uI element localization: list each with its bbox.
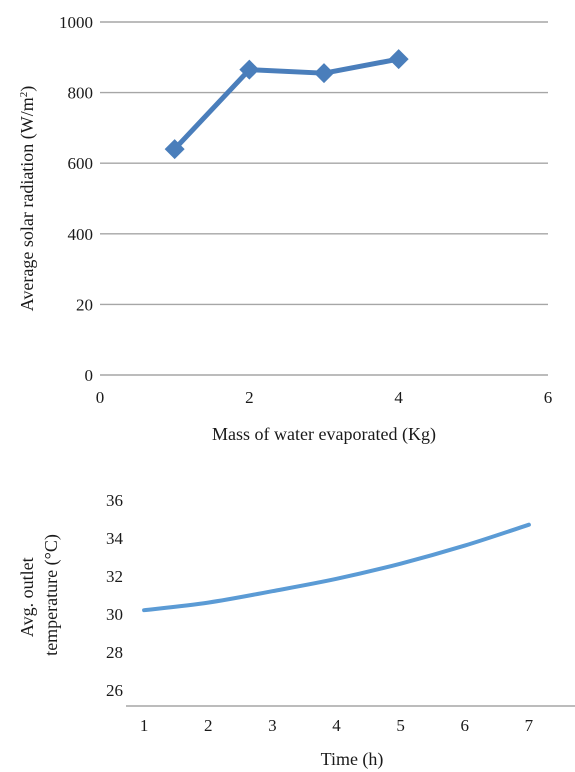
chart2-y-tick-label: 32 — [106, 567, 123, 586]
chart2-x-tick-label: 3 — [268, 716, 277, 735]
chart2-series — [142, 522, 531, 613]
chart1-y-tick-label: 800 — [68, 84, 94, 103]
chart1-y-tick-labels: 0 20 400 600 800 1000 — [59, 13, 93, 385]
chart2-x-axis-title: Time (h) — [321, 749, 384, 770]
chart2-x-tick-label: 5 — [396, 716, 405, 735]
chart2-series-line — [142, 522, 531, 613]
chart1-series — [164, 49, 409, 160]
chart2-y-axis-title: Avg. outlet temperature (°C) — [17, 534, 62, 656]
chart1-y-axis-title-end: ) — [17, 86, 38, 92]
chart2-x-tick-label: 2 — [204, 716, 213, 735]
chart1-y-tick-label: 1000 — [59, 13, 93, 32]
chart2-y-tick-label: 30 — [106, 605, 123, 624]
chart2-y-tick-labels: 26 28 30 32 34 36 — [106, 491, 124, 700]
chart1-x-tick-label: 6 — [544, 388, 553, 407]
chart2-x-tick-label: 4 — [332, 716, 341, 735]
chart1-y-tick-label: 600 — [68, 154, 94, 173]
chart2-y-tick-label: 36 — [106, 491, 123, 510]
chart1-x-axis-title: Mass of water evaporated (Kg) — [212, 424, 436, 445]
chart1-data-point — [164, 139, 185, 160]
chart1-data-point — [239, 59, 260, 80]
chart2-y-tick-label: 34 — [106, 529, 124, 548]
chart2-x-tick-label: 7 — [525, 716, 534, 735]
chart1-x-tick-label: 0 — [96, 388, 105, 407]
chart1-data-point — [388, 49, 409, 70]
chart1-x-tick-label: 4 — [394, 388, 403, 407]
chart1-y-tick-label: 400 — [68, 225, 94, 244]
chart2-y-axis-title-line2: temperature (°C) — [41, 534, 62, 656]
chart1-y-axis-title: Average solar radiation (W/m2) — [17, 86, 38, 312]
chart1-y-axis-title-main: Average solar radiation (W/m — [17, 97, 38, 311]
chart2-y-axis-title-line1: Avg. outlet — [17, 557, 37, 637]
chart2-x-tick-labels: 1 2 3 4 5 6 7 — [140, 716, 534, 735]
chart2-y-tick-label: 28 — [106, 643, 123, 662]
chart1-series-line — [172, 56, 400, 151]
solar-radiation-chart: 0 20 400 600 800 1000 0 2 4 6 Mass of water evap… — [17, 13, 552, 445]
chart2-y-tick-label: 26 — [106, 681, 123, 700]
chart2-x-tick-label: 1 — [140, 716, 149, 735]
chart1-y-tick-label: 20 — [76, 295, 93, 314]
chart1-x-tick-label: 2 — [245, 388, 254, 407]
chart1-y-tick-label: 0 — [85, 366, 94, 385]
chart1-y-axis-title-superscript: 2 — [18, 92, 30, 98]
chart1-data-point — [314, 63, 334, 84]
chart1-x-tick-labels: 0 2 4 6 — [96, 388, 553, 407]
chart1-gridlines — [100, 21, 548, 376]
chart2-x-tick-label: 6 — [461, 716, 470, 735]
